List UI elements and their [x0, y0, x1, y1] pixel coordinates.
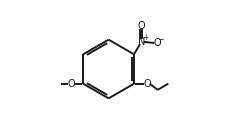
Text: +: +: [142, 33, 148, 42]
Text: O: O: [143, 79, 151, 89]
Text: O: O: [153, 38, 161, 48]
Text: N: N: [138, 37, 145, 47]
Text: −: −: [158, 35, 164, 44]
Text: O: O: [138, 21, 145, 31]
Text: O: O: [67, 79, 75, 89]
